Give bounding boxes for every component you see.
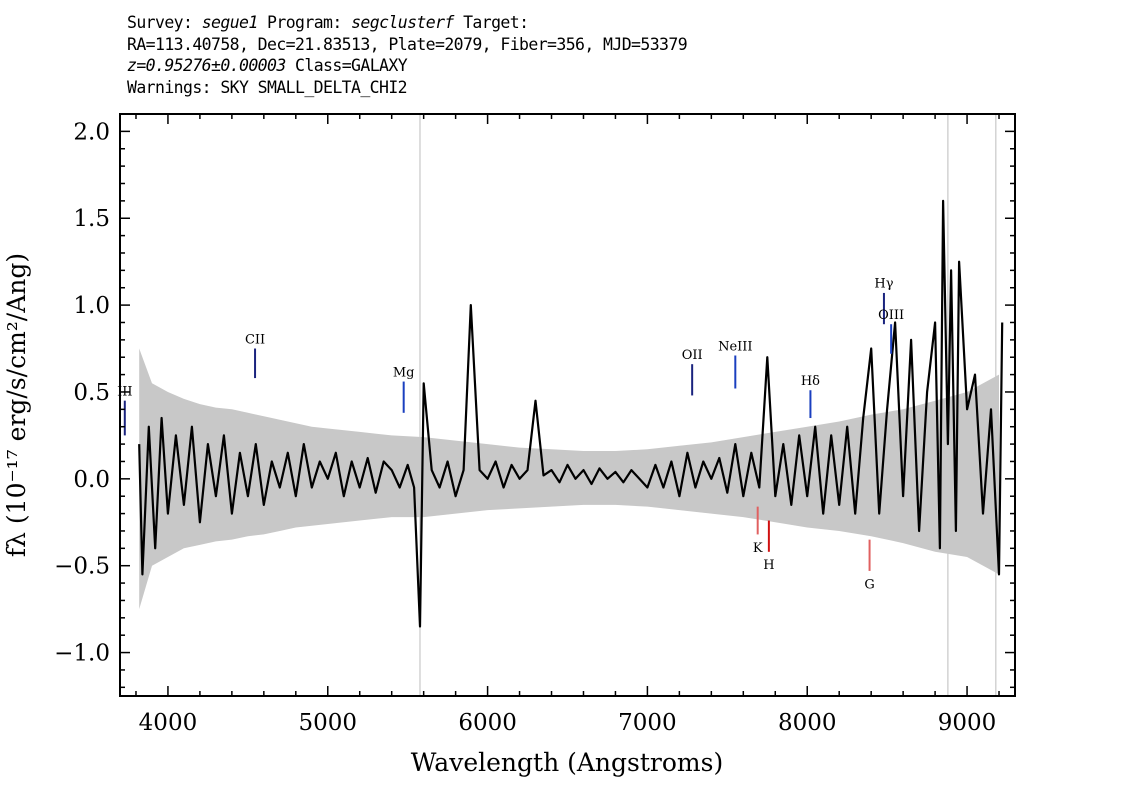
axis-ticks: 4000 5000 6000 7000 8000 9000 −1.0 −0.5 0.0 0.5 1.… (54, 113, 1015, 736)
spectral-line-label: OII (682, 348, 703, 363)
flux-series-line (138, 199, 1004, 628)
x-tick-label: 6000 (458, 710, 517, 736)
plot-frame (119, 113, 1016, 697)
y-tick-label: 1.0 (73, 293, 110, 319)
spectral-line-label: Hγ (874, 277, 893, 292)
spectral-line-label: K (753, 541, 763, 556)
spectral-line-label: Mg (393, 365, 415, 380)
y-tick-label: 2.0 (73, 119, 110, 145)
x-axis-title: Wavelength (Angstroms) (411, 748, 723, 777)
spectral-line-label: G (864, 577, 874, 592)
y-tick-label: 0.0 (73, 467, 110, 493)
y-tick-label: −1.0 (54, 641, 110, 667)
x-tick-label: 9000 (938, 710, 997, 736)
survey-label: Survey: (127, 13, 193, 32)
redshift-line: z=0.95276±0.00003 Class=GALAXY (127, 55, 1027, 77)
program-label: Program: (267, 13, 342, 32)
class-value: Class=GALAXY (295, 56, 408, 75)
sky-line-layer (419, 114, 997, 696)
y-tick-label: 1.5 (73, 206, 110, 232)
x-tick-label: 7000 (618, 710, 677, 736)
spectral-line-label: Hδ (801, 374, 820, 389)
error-band-layer (139, 348, 999, 610)
x-tick-label: 5000 (298, 710, 357, 736)
target-label: Target: (463, 13, 529, 32)
y-tick-label: −0.5 (54, 554, 110, 580)
program-value: segclusterf (351, 13, 454, 32)
redshift-value: z=0.95276±0.00003 (127, 56, 286, 75)
y-axis-title: fλ (10⁻¹⁷ erg/s/cm²/Ang) (2, 253, 31, 557)
spectral-line-label: NeIII (718, 339, 752, 354)
warnings-line: Warnings: SKY SMALL_DELTA_CHI2 (127, 77, 408, 97)
spectral-line-label: H (763, 558, 774, 573)
survey-value: segue1 (201, 13, 259, 32)
y-tick-label: 0.5 (73, 380, 110, 406)
coords-line: RA=113.40758, Dec=21.83513, Plate=2079, … (127, 34, 688, 54)
x-tick-label: 4000 (139, 710, 198, 736)
x-tick-label: 8000 (778, 710, 837, 736)
spectral-line-label: CII (245, 332, 265, 347)
flux-layer (138, 199, 1004, 628)
survey-line: Survey: segue1 Program: segclusterf Targ… (127, 12, 1027, 34)
spectral-line-label: OIII (878, 308, 904, 323)
spectrum-header: Survey: segue1 Program: segclusterf Targ… (127, 12, 1027, 98)
error-band (139, 348, 999, 610)
